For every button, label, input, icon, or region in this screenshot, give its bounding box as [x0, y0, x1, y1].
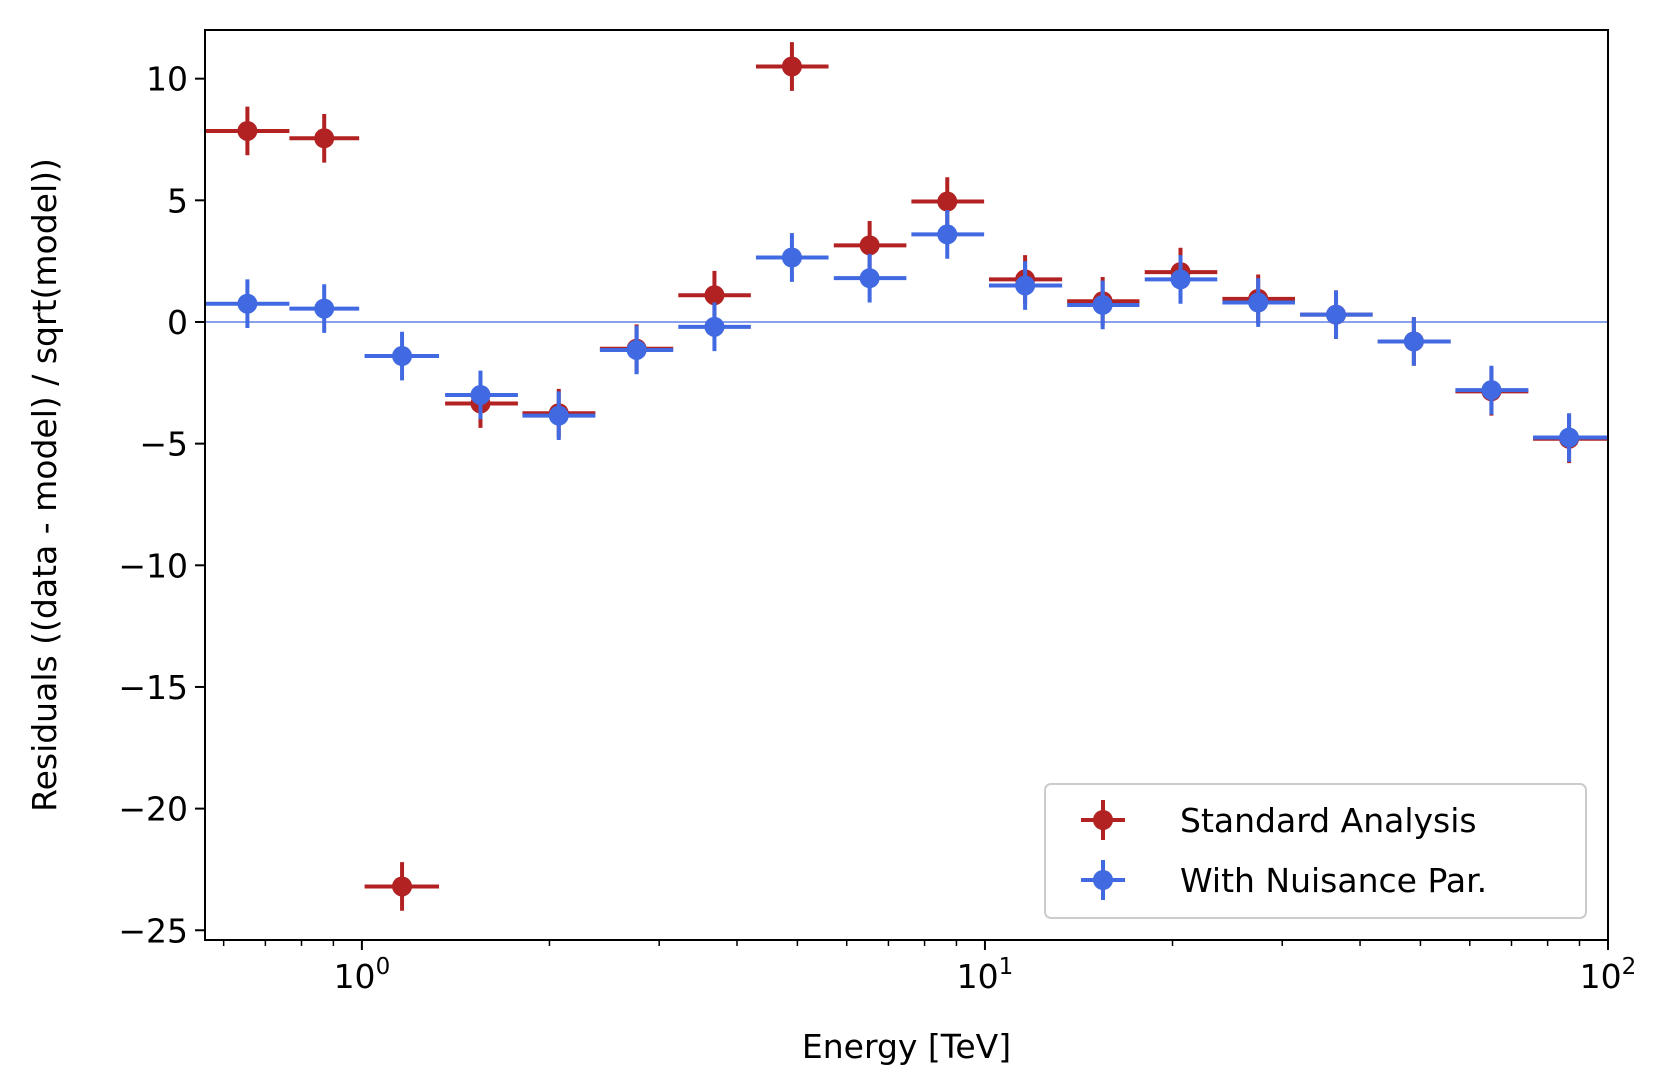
data-point	[1559, 427, 1580, 448]
data-point	[1170, 269, 1191, 290]
data-point	[392, 346, 413, 367]
y-axis-label: Residuals ((data - model) / sqrt(model))	[25, 158, 64, 812]
legend-frame	[1044, 783, 1587, 919]
x-axis-label: Energy [TeV]	[802, 1027, 1011, 1066]
legend-marker	[1093, 870, 1113, 890]
legend-entries: Standard Analysis With Nuisance Par.	[1081, 800, 1487, 900]
data-point	[859, 235, 880, 256]
x-tick-label: 100	[334, 954, 391, 996]
plot-area-frame	[204, 29, 1609, 941]
legend-label: With Nuisance Par.	[1180, 861, 1487, 900]
data-point	[1481, 380, 1502, 401]
data-point	[548, 405, 569, 426]
data-point	[781, 247, 802, 268]
x-tick-label: 102	[1580, 954, 1637, 996]
data-point	[937, 224, 958, 245]
y-tick-label: −25	[118, 911, 188, 950]
data-point	[392, 876, 413, 897]
data-point	[1015, 275, 1036, 296]
data-point	[314, 128, 335, 149]
y-tick-label: −15	[118, 668, 188, 707]
series-layer	[205, 42, 1608, 911]
data-point	[704, 285, 725, 306]
y-tick-label: 5	[167, 181, 188, 220]
data-point	[237, 120, 258, 141]
data-point	[1403, 331, 1424, 352]
y-tick-label: −20	[118, 790, 188, 829]
data-point	[859, 268, 880, 289]
x-tick-label: 101	[957, 954, 1014, 996]
data-point	[1326, 304, 1347, 325]
data-point	[704, 316, 725, 337]
series-with-nuisance-par	[205, 210, 1608, 462]
x-axis: 100 101 102	[222, 940, 1637, 996]
y-tick-label: 0	[167, 303, 188, 342]
y-tick-label: 10	[146, 60, 188, 99]
y-axis: 10 5 0 −5 −10 −15 −20 −25	[118, 60, 205, 950]
data-point	[781, 56, 802, 77]
legend-label: Standard Analysis	[1180, 801, 1477, 840]
data-point	[1248, 292, 1269, 313]
data-point	[314, 298, 335, 319]
y-tick-label: −5	[139, 425, 188, 464]
data-point	[1092, 294, 1113, 315]
y-tick-label: −10	[118, 546, 188, 585]
data-point	[237, 293, 258, 314]
data-point	[470, 384, 491, 405]
legend: Standard Analysis With Nuisance Par.	[1044, 783, 1587, 919]
legend-marker	[1093, 810, 1113, 830]
data-point	[937, 191, 958, 212]
data-point	[626, 339, 647, 360]
